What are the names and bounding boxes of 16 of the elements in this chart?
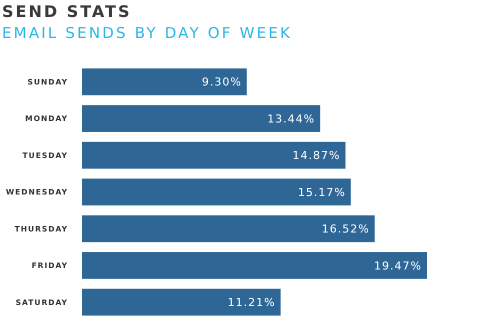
data-label: 11.21%	[228, 296, 276, 310]
data-label: 9.30%	[202, 76, 242, 89]
chart-title: SEND STATS	[2, 2, 132, 21]
bar	[82, 215, 375, 242]
bar	[82, 105, 320, 132]
bar	[82, 142, 346, 169]
bar	[82, 178, 351, 206]
data-label: 15.17%	[298, 186, 346, 199]
chart-subtitle: EMAIL SENDS BY DAY OF WEEK	[2, 24, 292, 42]
bar	[82, 288, 281, 316]
data-label: 14.87%	[292, 149, 340, 162]
data-label: 19.47%	[374, 259, 422, 272]
data-label: 16.52%	[322, 222, 370, 236]
bar	[82, 68, 247, 96]
bar	[82, 252, 427, 279]
data-label: 13.44%	[267, 112, 316, 126]
